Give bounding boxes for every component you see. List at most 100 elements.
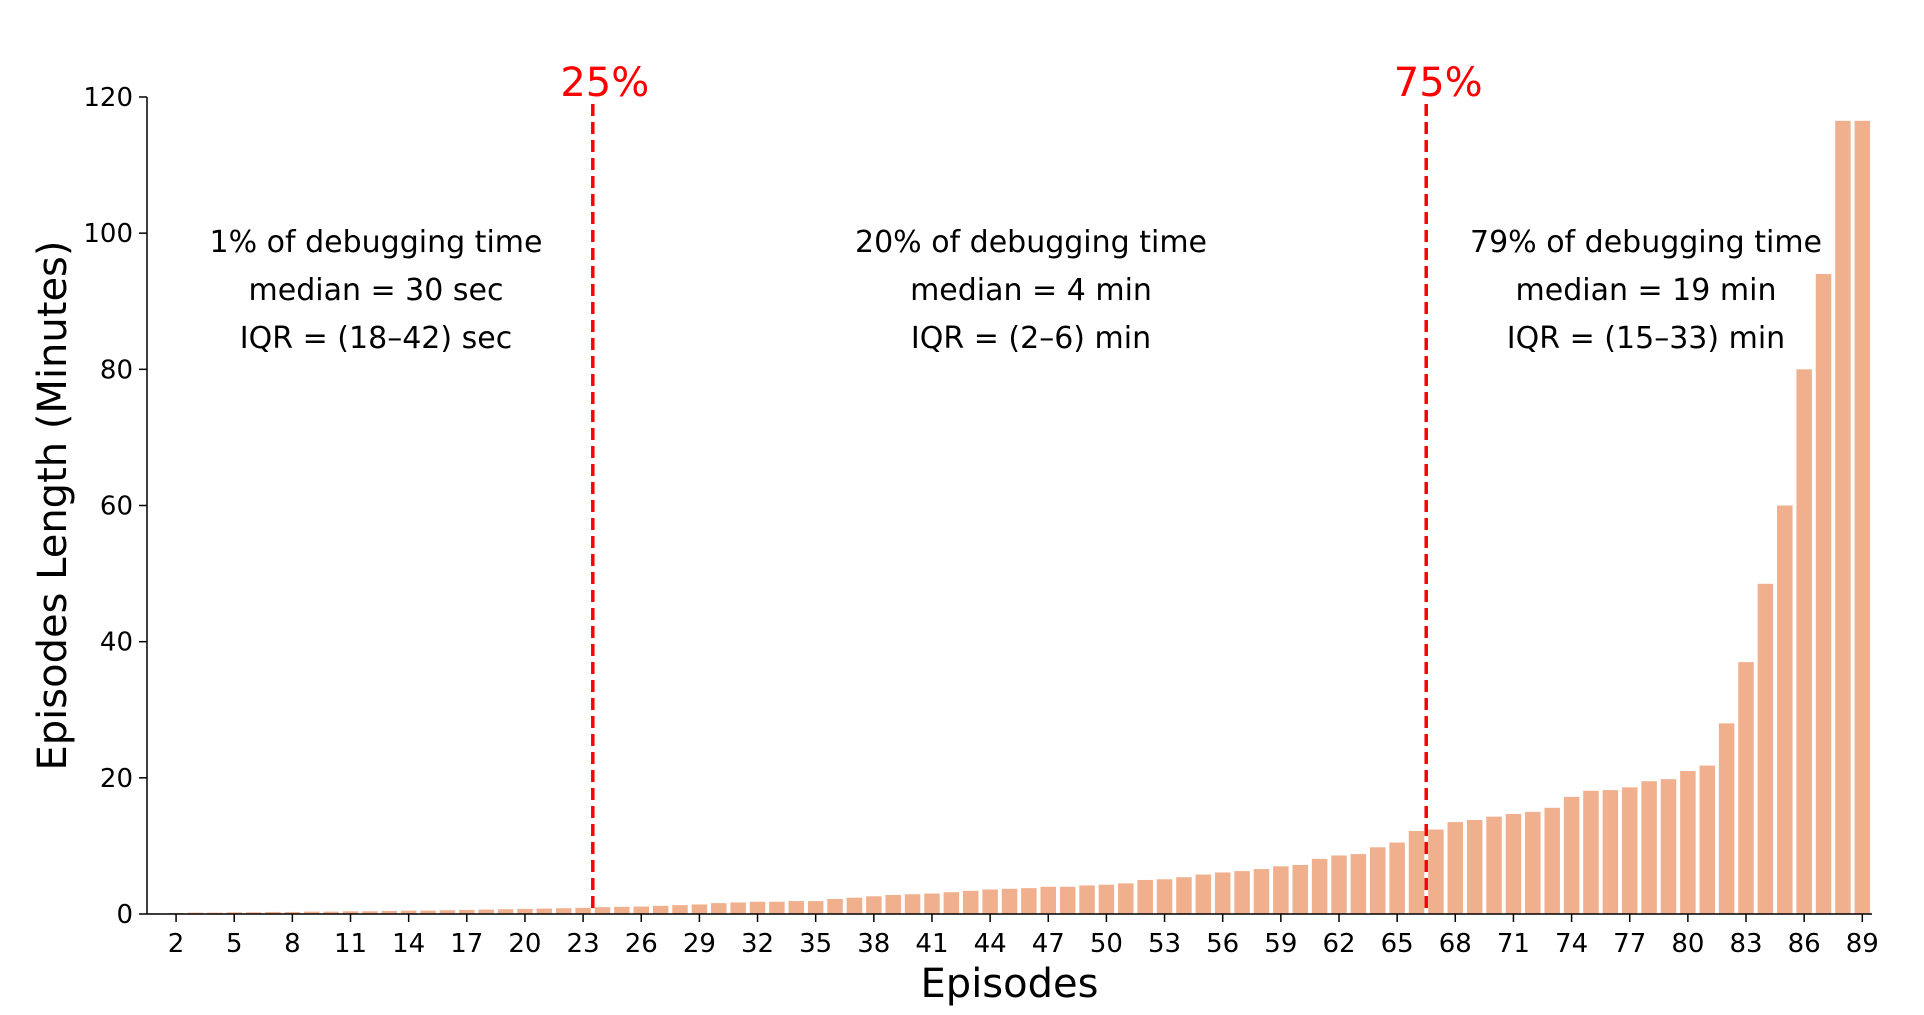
bar — [1854, 120, 1871, 915]
annotation-line: median = 30 sec — [249, 273, 504, 308]
y-tick-label: 40 — [100, 628, 133, 658]
bar — [1718, 723, 1735, 914]
bar — [381, 910, 398, 914]
bar — [924, 893, 940, 914]
x-tick-label: 14 — [392, 929, 425, 959]
bar — [497, 909, 514, 914]
bar — [1583, 790, 1599, 914]
bar — [614, 906, 630, 914]
x-tick-label: 59 — [1264, 929, 1297, 959]
x-tick-label: 47 — [1032, 929, 1065, 959]
bar — [265, 911, 281, 914]
annotation-line: 1% of debugging time — [210, 225, 543, 260]
x-axis-title: Episodes — [921, 961, 1099, 1007]
bar — [536, 908, 553, 914]
annotation-line: IQR = (18–42) sec — [240, 321, 512, 356]
bar — [1660, 779, 1677, 914]
bar — [1680, 771, 1696, 914]
bar — [1079, 885, 1095, 914]
bar — [1001, 888, 1018, 914]
x-tick-label: 41 — [915, 929, 948, 959]
bar — [1137, 879, 1153, 914]
x-tick-label: 2 — [168, 929, 185, 959]
bar — [1505, 813, 1522, 914]
bar — [420, 910, 436, 914]
bar — [807, 901, 824, 914]
bar — [1059, 886, 1076, 914]
bars-group — [148, 120, 1871, 915]
y-tick-label: 80 — [100, 355, 133, 385]
bar — [1040, 886, 1057, 914]
bar — [982, 889, 998, 914]
x-tick-label: 83 — [1729, 929, 1762, 959]
bar — [1602, 790, 1619, 914]
bar — [1292, 864, 1308, 914]
bar — [730, 902, 746, 914]
bar — [439, 910, 456, 914]
bar — [1544, 807, 1560, 914]
bar — [1796, 369, 1812, 914]
bar — [749, 901, 766, 914]
bar — [1214, 872, 1231, 914]
bar — [1486, 816, 1502, 914]
x-tick-label: 65 — [1381, 929, 1414, 959]
bar — [846, 897, 863, 914]
y-tick-label: 100 — [83, 219, 133, 249]
y-tick-label: 0 — [116, 900, 133, 930]
bar — [1757, 583, 1774, 914]
bar — [323, 911, 339, 914]
bar — [303, 911, 320, 914]
annotation-line: median = 4 min — [910, 273, 1152, 308]
x-tick-label: 89 — [1846, 929, 1879, 959]
x-tick-label: 35 — [799, 929, 832, 959]
bar — [866, 896, 882, 914]
x-tick-label: 26 — [625, 929, 658, 959]
bar — [1156, 879, 1173, 914]
bar — [1311, 858, 1328, 914]
bar — [342, 911, 359, 914]
bar — [1350, 854, 1367, 914]
x-tick-label: 8 — [284, 929, 301, 959]
x-tick-label: 44 — [974, 929, 1007, 959]
bar — [284, 911, 301, 914]
bar — [1466, 820, 1483, 914]
bar — [1021, 888, 1037, 914]
bar — [1273, 866, 1289, 914]
x-tick-label: 77 — [1613, 929, 1646, 959]
bar — [943, 892, 960, 914]
annotation-line: median = 19 min — [1516, 273, 1777, 308]
bar — [672, 905, 688, 914]
bar — [226, 912, 242, 914]
bar — [1331, 855, 1347, 914]
bar — [517, 908, 533, 914]
bar — [1621, 787, 1638, 914]
percentile-markers: 25% 75% — [560, 60, 1483, 914]
bar — [769, 901, 785, 914]
bar — [1447, 822, 1464, 914]
x-tick-label: 50 — [1090, 929, 1123, 959]
bar — [691, 904, 708, 914]
bar — [575, 907, 591, 914]
bar — [1253, 869, 1270, 914]
y-tick-label: 120 — [83, 83, 133, 113]
bar — [400, 910, 417, 914]
bar — [1118, 883, 1134, 914]
x-tick-label: 80 — [1671, 929, 1704, 959]
x-tick-label: 17 — [450, 929, 483, 959]
x-tick-label: 62 — [1322, 929, 1355, 959]
axes-group: 0 20 40 60 80 100 120 2 5 8 11 14 17 20 23 26 29 32 35 38 41… — [83, 83, 1878, 959]
x-tick-label: 71 — [1497, 929, 1530, 959]
annotation-line: 20% of debugging time — [855, 225, 1207, 260]
annotation-line: 79% of debugging time — [1470, 225, 1822, 260]
bar — [1408, 830, 1425, 914]
bar — [478, 909, 494, 914]
x-tick-label: 20 — [508, 929, 541, 959]
y-axis-title: Episodes Length (Minutes) — [30, 241, 76, 771]
bar — [1777, 505, 1793, 914]
x-tick-label: 68 — [1439, 929, 1472, 959]
bar — [885, 894, 901, 914]
x-tick-label: 23 — [567, 929, 600, 959]
bar — [633, 906, 649, 914]
x-tick-label: 74 — [1555, 929, 1588, 959]
